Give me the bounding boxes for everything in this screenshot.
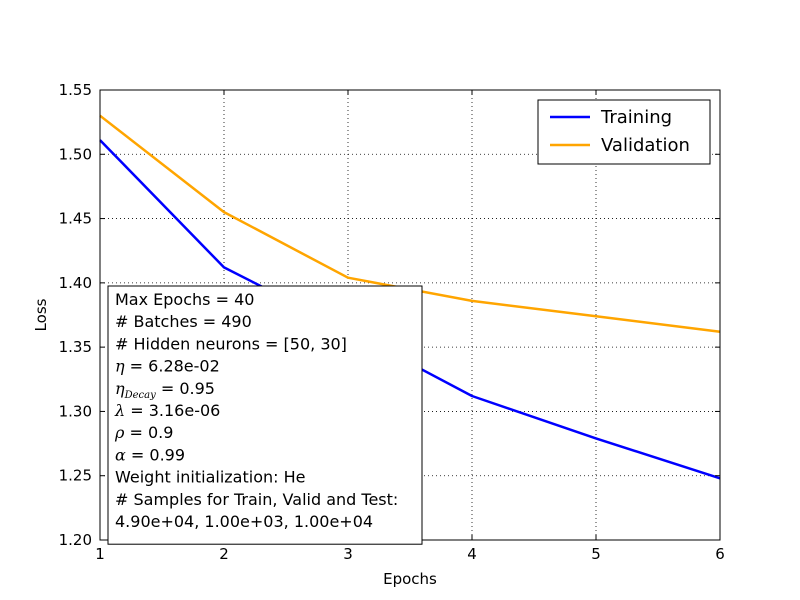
- legend: Training Validation: [537, 99, 711, 165]
- x-tick-label: 5: [591, 545, 601, 563]
- annotation-line: # Hidden neurons = [50, 30]: [115, 334, 347, 353]
- annotation-line: η = 6.28e-02: [115, 357, 220, 376]
- y-tick-label: 1.55: [59, 81, 92, 99]
- annotation-line: Weight initialization: He: [115, 468, 305, 487]
- axis-ticks: 1 2 3 4 5 6 1.20 1.25 1.30 1.35 1.40 1.45 1.50 1.55: [59, 81, 725, 563]
- y-tick-label: 1.40: [59, 274, 92, 292]
- annotation-frame: [107, 285, 423, 545]
- y-tick-label: 1.45: [59, 210, 92, 228]
- annotation-line: ρ = 0.9: [114, 423, 173, 442]
- annotation-line: 4.90e+04, 1.00e+03, 1.00e+04: [115, 512, 373, 531]
- annotation-line: α = 0.99: [115, 445, 185, 464]
- annotation-line: Max Epochs = 40: [115, 290, 254, 309]
- x-tick-label: 4: [467, 545, 477, 563]
- x-axis-label: Epochs: [383, 570, 437, 588]
- y-tick-label: 1.20: [59, 531, 92, 549]
- annotation-line: # Samples for Train, Valid and Test:: [115, 490, 398, 509]
- x-tick-label: 3: [343, 545, 353, 563]
- annotation-line: λ = 3.16e-06: [114, 401, 220, 420]
- y-tick-label: 1.50: [59, 145, 92, 163]
- legend-label-training: Training: [600, 107, 672, 128]
- legend-frame: [537, 99, 711, 165]
- legend-label-validation: Validation: [601, 135, 690, 156]
- hyperparameter-annotation-box: Max Epochs = 40 # Batches = 490 # Hidden n…: [107, 285, 423, 545]
- annotation-line: # Batches = 490: [115, 312, 252, 331]
- y-tick-label: 1.35: [59, 338, 92, 356]
- x-tick-label: 2: [219, 545, 229, 563]
- y-axis-label: Loss: [32, 298, 50, 331]
- x-tick-label: 1: [95, 545, 105, 563]
- annotation-line: ηDecay = 0.95: [115, 379, 215, 401]
- x-tick-label: 6: [715, 545, 725, 563]
- y-tick-label: 1.25: [59, 467, 92, 485]
- y-tick-label: 1.30: [59, 402, 92, 420]
